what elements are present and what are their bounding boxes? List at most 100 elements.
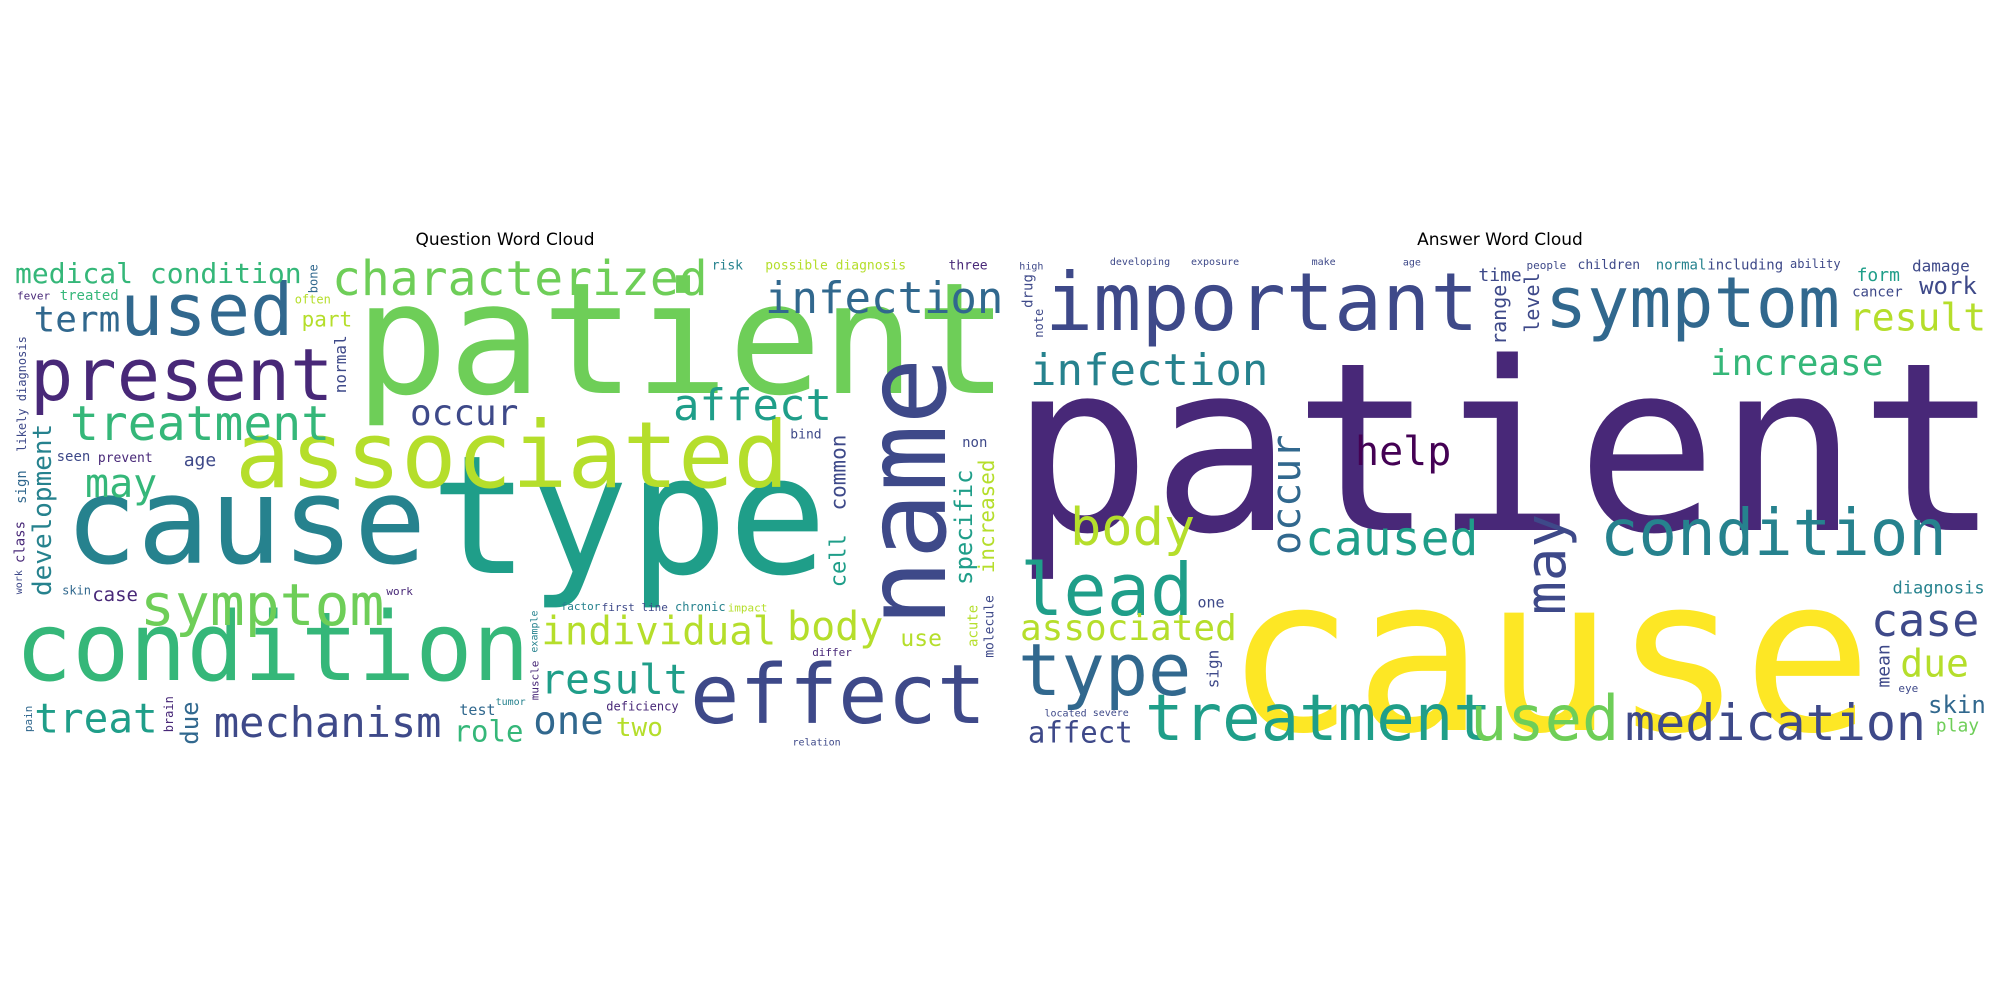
question-cloud-word: seen	[57, 449, 91, 465]
answer-cloud-word: used	[1470, 682, 1619, 750]
question-cloud-word: symptom	[140, 571, 384, 639]
question-cloud-word: two	[616, 713, 663, 743]
answer-cloud-word: age	[1403, 258, 1421, 269]
question-cloud-word: cause	[65, 453, 426, 592]
answer-cloud-word: case	[1871, 594, 1979, 647]
question-cloud-word: non	[962, 435, 987, 451]
question-cloud-word: first line	[602, 601, 668, 614]
answer-cloud-word: sign	[1203, 650, 1222, 689]
answer-cloud-title: Answer Word Cloud	[1417, 230, 1583, 250]
question-cloud-word: risk	[712, 259, 743, 274]
answer-cloud-word: work	[1919, 272, 1977, 300]
answer-cloud-word: cancer	[1852, 284, 1903, 300]
question-cloud-word: due	[176, 701, 204, 744]
question-cloud-word: associated	[235, 402, 789, 509]
answer-cloud-word: ability	[1790, 257, 1841, 271]
answer-cloud-word: damage	[1912, 256, 1970, 275]
answer-cloud-word: time	[1478, 265, 1521, 286]
answer-cloud-word: may	[1514, 514, 1579, 615]
answer-cloud-word: including	[1707, 258, 1783, 274]
answer-cloud-word: people	[1527, 259, 1567, 272]
answer-cloud-word: level	[1520, 272, 1544, 332]
question-cloud-word: work	[14, 570, 25, 594]
question-cloud-word: role	[454, 715, 524, 749]
question-cloud-word: sign	[14, 470, 30, 504]
question-cloud-word: one	[533, 699, 603, 744]
answer-word-cloud: patient cause important symptom condition tre…	[1010, 255, 1990, 750]
answer-cloud-word: children	[1578, 258, 1641, 273]
question-cloud-word: pain	[22, 706, 35, 733]
answer-cloud-word: drug	[1021, 274, 1037, 308]
answer-cloud-word: play	[1936, 716, 1980, 737]
answer-cloud-word: form	[1857, 265, 1900, 286]
question-cloud-word: body	[787, 604, 883, 650]
answer-cloud-word: lead	[1020, 548, 1193, 632]
answer-cloud-word: affect	[1028, 716, 1133, 750]
answer-cloud-word: occur	[1264, 435, 1310, 555]
answer-cloud-word: result	[1849, 295, 1986, 339]
question-cloud-word: muscle	[529, 661, 542, 701]
question-cloud-word: treatment	[70, 396, 330, 452]
question-cloud-word: fever	[17, 289, 50, 302]
question-cloud-word: treat	[34, 695, 157, 743]
question-cloud-word: tumor	[496, 697, 526, 708]
question-cloud-word: deficiency	[606, 700, 678, 714]
question-cloud-word: three	[949, 259, 988, 274]
question-cloud-word: use	[900, 626, 942, 652]
question-cloud-word: may	[85, 461, 157, 507]
question-cloud-word: often	[295, 292, 331, 306]
question-cloud-word: type	[430, 420, 827, 612]
answer-cloud-word: high	[1019, 262, 1043, 273]
answer-cloud-word: eye	[1898, 682, 1918, 695]
question-word-cloud: patient type cause associated name condition p…	[10, 255, 1000, 750]
question-cloud-word: likely diagnosis	[15, 336, 29, 452]
answer-cloud-word: medication	[1625, 694, 1926, 750]
question-cloud-word: result	[540, 655, 688, 703]
answer-cloud-word: diagnosis	[1893, 579, 1985, 599]
question-cloud-word: characterized	[332, 255, 708, 307]
question-cloud-word: development	[28, 424, 58, 596]
question-cloud-word: term	[34, 300, 121, 341]
question-cloud-word: occur	[410, 393, 518, 434]
question-cloud-word: bind	[790, 427, 821, 442]
question-cloud-word: case	[92, 584, 138, 606]
question-cloud-word: skin	[62, 583, 91, 597]
answer-cloud-word: increase	[1710, 343, 1883, 384]
question-cloud-word: class	[13, 521, 29, 563]
question-cloud-word: infection	[765, 273, 1000, 324]
question-cloud-word: bone	[307, 264, 321, 293]
question-cloud-word: possible diagnosis	[765, 258, 906, 273]
question-cloud-word: cell	[826, 534, 851, 587]
question-cloud-word: age	[184, 450, 217, 471]
question-cloud-word: individual	[541, 610, 776, 655]
answer-cloud-word: cause	[1225, 530, 1872, 750]
question-cloud-word: differ	[812, 646, 852, 659]
question-cloud-word: common	[827, 435, 851, 511]
question-cloud-word: treated	[60, 288, 119, 304]
answer-cloud-word: caused	[1305, 511, 1478, 567]
question-cloud-word: affect	[673, 380, 832, 431]
answer-cloud-word: symptom	[1545, 262, 1840, 344]
answer-cloud-word: important	[1045, 256, 1478, 349]
question-cloud-word: impact	[728, 601, 768, 614]
answer-cloud-word: note	[1032, 309, 1046, 338]
answer-cloud-word: normal	[1656, 258, 1707, 274]
answer-cloud-word: located	[1045, 708, 1087, 719]
question-cloud-word: mechanism	[214, 698, 442, 747]
question-cloud-word: work	[386, 585, 413, 598]
answer-cloud-word: skin	[1928, 691, 1986, 719]
question-cloud-word: present	[30, 333, 333, 417]
question-cloud-word: condition	[15, 593, 530, 703]
question-cloud-word: prevent	[98, 451, 153, 466]
question-cloud-word: patient	[355, 255, 1000, 430]
question-cloud-word: specific	[950, 469, 978, 585]
answer-cloud-word: severe	[1093, 708, 1129, 719]
question-cloud-word: chronic	[675, 600, 726, 614]
question-cloud-word: brain	[162, 696, 176, 732]
question-cloud-word: increased	[975, 459, 999, 573]
answer-cloud-word: type	[1018, 628, 1191, 712]
answer-cloud-word: treatment	[1145, 682, 1492, 750]
answer-cloud-word: condition	[1600, 497, 1947, 571]
